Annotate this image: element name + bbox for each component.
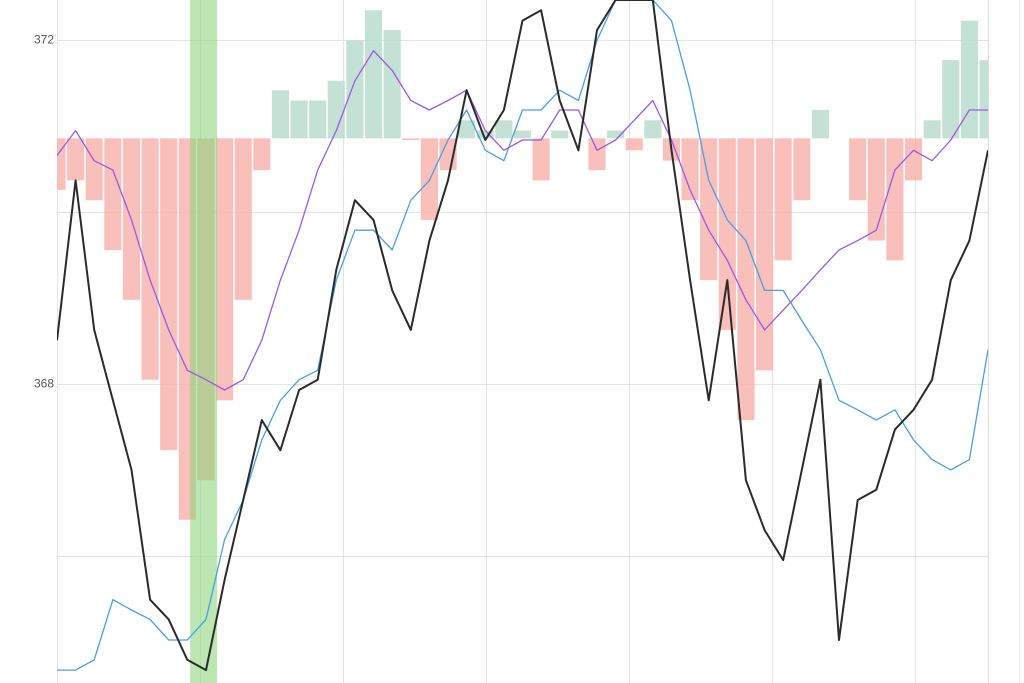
histogram-bar (942, 60, 960, 139)
histogram-bar (904, 138, 923, 181)
axis-labels: 372 368 (34, 33, 54, 391)
histogram-bar (253, 138, 271, 171)
histogram-bar (700, 138, 718, 281)
histogram-bar (104, 138, 122, 251)
histogram-bar (495, 120, 513, 139)
histogram-bar (402, 138, 420, 141)
histogram-bar (57, 138, 66, 190)
histogram-bar (532, 138, 550, 181)
histogram-bar (85, 138, 103, 201)
histogram-bar (346, 40, 364, 139)
histogram-bar (811, 109, 829, 139)
line-series (57, 0, 988, 672)
y-tick-label: 372 (34, 33, 54, 47)
histogram-bar (216, 138, 234, 401)
histogram-bar (960, 20, 978, 139)
histogram-bar (849, 138, 867, 201)
histogram-bar (551, 130, 569, 139)
histogram-bar (271, 90, 290, 139)
histogram-bar (625, 138, 643, 151)
line-series (57, 50, 988, 391)
histogram-bar (923, 120, 941, 139)
histogram-bar (513, 130, 532, 139)
histogram-bar (383, 30, 401, 139)
histogram-bar (588, 138, 606, 171)
histogram-bar (290, 100, 308, 139)
highlight-band (190, 0, 218, 683)
histogram-bar (644, 120, 662, 139)
histogram-bar (793, 138, 811, 201)
histogram-bar (458, 120, 476, 139)
histogram-bar (141, 138, 159, 380)
line-series (57, 0, 988, 671)
histogram-bar (607, 130, 625, 139)
histogram-bar (755, 138, 774, 371)
histogram-bar (681, 138, 699, 201)
histogram-bar (476, 130, 494, 139)
histogram-bar (867, 138, 885, 241)
histogram-bar (886, 138, 904, 261)
histogram-bar (718, 138, 736, 330)
histogram-bar (234, 138, 252, 300)
histogram-bar (364, 10, 383, 139)
histogram-bar (774, 138, 792, 261)
histogram-bar (327, 80, 345, 139)
plot-area (57, 0, 988, 683)
histogram-bar (309, 100, 327, 139)
y-tick-label: 368 (34, 377, 54, 391)
histogram-bar (67, 138, 85, 181)
histogram-bar (160, 138, 178, 451)
histogram-bar (737, 138, 755, 421)
histogram-bar (979, 60, 988, 139)
